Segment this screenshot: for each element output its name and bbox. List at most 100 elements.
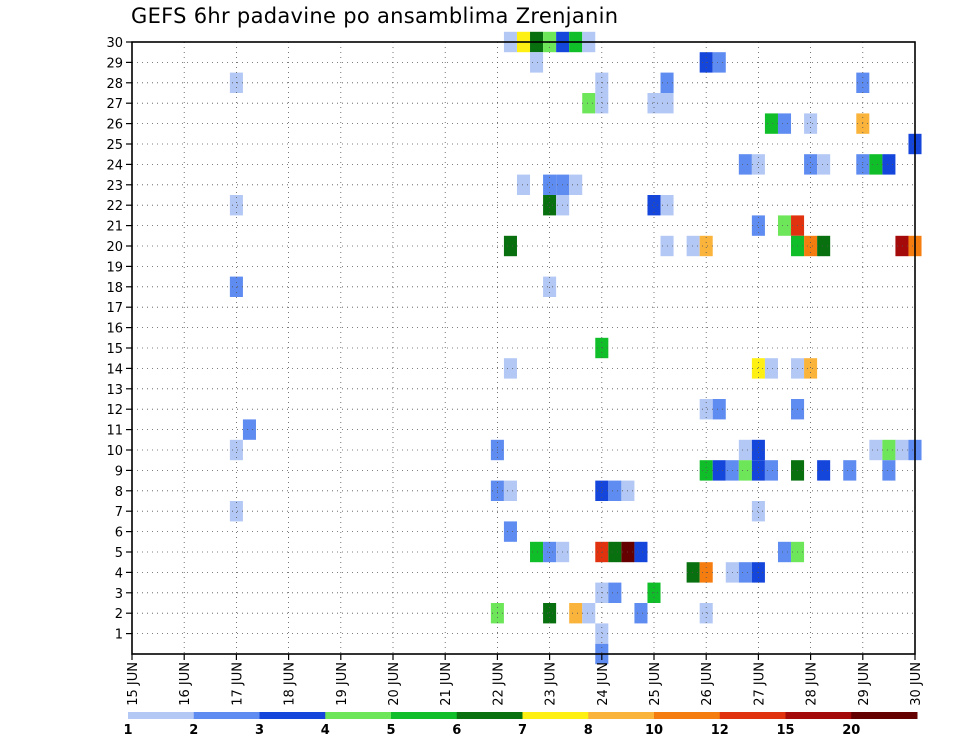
x-tick-label: 16 JUN [178, 662, 193, 706]
heatmap-cell [543, 174, 557, 195]
colorbar-swatch [128, 712, 195, 719]
heatmap-cell [764, 113, 778, 134]
heatmap-cell [882, 460, 896, 481]
heatmap-cell [686, 562, 700, 583]
heatmap-cell [543, 276, 557, 297]
x-tick-label: 19 JUN [335, 662, 350, 706]
y-tick-label: 6 [115, 526, 123, 541]
y-tick-label: 29 [106, 56, 123, 71]
colorbar-legend: 1 2 3 4 5 6 7 8 10 12 15 20 [123, 712, 918, 738]
heatmap-cell [595, 93, 609, 114]
heatmap-cell [764, 358, 778, 379]
colorbar-swatch [325, 712, 392, 719]
colorbar-swatch [259, 712, 326, 719]
heatmap-cell [712, 460, 726, 481]
heatmap-cell [751, 358, 765, 379]
heatmap-cell [699, 603, 713, 624]
colorbar-label: 1 [123, 723, 132, 738]
colorbar-label: 12 [711, 723, 729, 738]
x-tick-label: 26 JUN [700, 662, 715, 706]
colorbar-label: 6 [452, 723, 461, 738]
heatmap-cell [882, 439, 896, 461]
heatmap-cell [647, 93, 661, 114]
x-tick-label: 15 JUN [126, 662, 141, 706]
y-tick-label: 11 [106, 424, 123, 439]
heatmap-cell [634, 603, 648, 624]
colorbar-swatch [851, 712, 918, 719]
y-tick-label: 9 [115, 464, 123, 479]
x-tick-label: 22 JUN [491, 662, 506, 706]
heatmap-cell [608, 480, 622, 501]
colorbar-swatch [456, 712, 523, 719]
colorbar-swatch [719, 712, 786, 719]
colorbar-swatch [588, 712, 655, 719]
heatmap-cell [804, 154, 818, 175]
heatmap-cell [503, 358, 517, 379]
heatmap-cell [229, 501, 243, 522]
heatmap-cell [242, 419, 256, 440]
heatmap-cell [751, 460, 765, 481]
heatmap-cell [751, 215, 765, 236]
x-axis: 15 JUN 16 JUN 17 JUN 18 JUN 19 JUN 20 JUN 21 J… [126, 654, 924, 706]
y-tick-label: 7 [115, 505, 123, 520]
y-tick-label: 16 [106, 322, 123, 337]
y-tick-label: 26 [106, 118, 123, 133]
heatmap-cell [229, 439, 243, 461]
heatmap-cell [751, 154, 765, 175]
y-tick-label: 28 [106, 77, 123, 92]
heatmap-cell [817, 460, 831, 481]
x-tick-label: 27 JUN [752, 662, 767, 706]
colorbar-label: 15 [776, 723, 794, 738]
y-tick-label: 3 [115, 587, 123, 602]
y-tick-label: 14 [106, 362, 123, 377]
y-tick-label: 4 [115, 566, 123, 581]
heatmap-cell [569, 174, 583, 195]
heatmap-cell [543, 195, 557, 216]
heatmap-cell [895, 439, 909, 461]
heatmap-cell [569, 603, 583, 624]
heatmap-cell [843, 460, 857, 481]
heatmap-cell [777, 541, 792, 563]
heatmap-cell [895, 235, 909, 257]
heatmap-cell [738, 439, 752, 461]
colorbar-swatch [654, 712, 721, 719]
heatmap-cell [503, 521, 517, 542]
y-tick-label: 17 [106, 301, 123, 316]
y-tick-label: 27 [106, 97, 123, 112]
heatmap-cell [738, 460, 752, 481]
heatmap-cell [699, 399, 713, 420]
y-tick-label: 25 [106, 138, 123, 153]
y-tick-label: 10 [106, 444, 123, 459]
heatmap-cell [764, 460, 778, 481]
colorbar-label: 5 [386, 723, 395, 738]
x-tick-label: 30 JUN [909, 662, 924, 706]
heatmap-cells [229, 31, 922, 665]
heatmap-cell [647, 195, 661, 216]
y-tick-label: 18 [106, 281, 123, 296]
heatmap-cell [503, 235, 517, 257]
heatmap-cell [530, 52, 544, 73]
heatmap-cell [543, 603, 557, 624]
heatmap-cell [804, 235, 818, 257]
heatmap-cell [751, 501, 765, 522]
y-tick-label: 21 [106, 220, 123, 235]
y-tick-label: 8 [115, 485, 123, 500]
heatmap-cell [699, 235, 713, 257]
y-tick-label: 15 [106, 342, 123, 357]
heatmap-cell [712, 52, 726, 73]
heatmap-cell [582, 93, 596, 114]
colorbar-label: 2 [189, 723, 198, 738]
heatmap-cell [738, 154, 752, 175]
heatmap-cell [229, 276, 243, 297]
heatmap-cell [777, 215, 792, 236]
heatmap-cell [595, 480, 609, 501]
heatmap-cell [608, 582, 622, 603]
y-tick-label: 23 [106, 179, 123, 194]
heatmap-cell [882, 154, 896, 175]
x-tick-label: 21 JUN [439, 662, 454, 706]
colorbar-swatch [391, 712, 458, 719]
heatmap-cell [503, 480, 517, 501]
y-tick-label: 12 [106, 403, 123, 418]
colorbar-swatch [522, 712, 589, 719]
